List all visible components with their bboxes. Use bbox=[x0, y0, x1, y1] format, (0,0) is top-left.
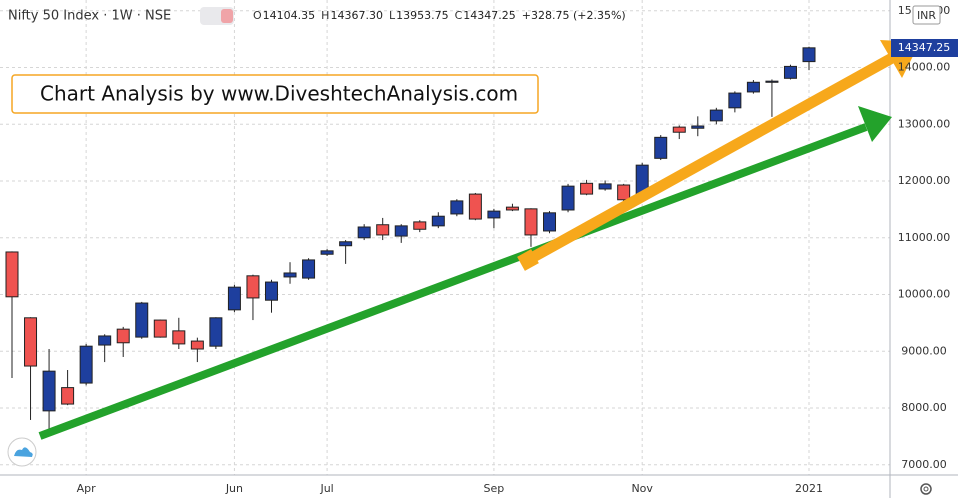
candle-body bbox=[505, 206, 519, 211]
symbol-title: Nifty 50 Index · 1W · NSE bbox=[8, 9, 171, 24]
candle-body bbox=[227, 286, 241, 311]
last-price-label: 14347.25 bbox=[898, 41, 951, 54]
candle-body bbox=[802, 47, 816, 63]
candle-body bbox=[24, 317, 38, 367]
logo-icon bbox=[14, 447, 33, 457]
ohlc-letter: C bbox=[455, 9, 463, 22]
candle-body bbox=[487, 210, 501, 219]
candle-body bbox=[172, 330, 186, 345]
ohlc-legend: O 14104.35 H 14367.30 L 13953.75 C 14347.25 +328… bbox=[253, 9, 626, 22]
candle-body bbox=[543, 212, 557, 232]
candle-body bbox=[691, 125, 705, 129]
ohlc-letter: L bbox=[389, 9, 396, 22]
settings-button[interactable] bbox=[920, 483, 932, 495]
candle-body bbox=[709, 109, 723, 122]
candle-body bbox=[98, 335, 112, 346]
y-tick-label: 9000.00 bbox=[901, 344, 947, 357]
candle-body bbox=[561, 185, 575, 211]
last-price-tag bbox=[891, 39, 958, 57]
candle-body bbox=[135, 302, 149, 338]
candle-body bbox=[783, 65, 797, 79]
candle-body bbox=[765, 80, 779, 83]
x-tick-label: Apr bbox=[77, 482, 97, 495]
candle-body bbox=[580, 182, 594, 195]
candle-body bbox=[116, 328, 130, 344]
candle-body bbox=[746, 81, 760, 93]
annotation-box bbox=[11, 74, 539, 114]
ohlc-value: 14104.35 bbox=[263, 9, 316, 22]
candle-body bbox=[413, 221, 427, 230]
candle-body bbox=[5, 251, 19, 298]
candle-body bbox=[246, 275, 260, 299]
candle-body bbox=[394, 225, 408, 237]
y-tick-label: 8000.00 bbox=[901, 401, 947, 414]
candle-body bbox=[320, 250, 334, 255]
y-tick-label: 13000.00 bbox=[898, 117, 951, 130]
candles bbox=[5, 46, 816, 432]
axes: 7000.00 8000.00 9000.00 10000.00 11000.00 120… bbox=[77, 4, 951, 495]
y-tick-label: 12000.00 bbox=[898, 174, 951, 187]
ohlc-letter: O bbox=[253, 9, 262, 22]
candle-body bbox=[79, 345, 93, 384]
candle-body bbox=[61, 387, 75, 405]
y-tick-label: 14000.00 bbox=[898, 61, 951, 74]
candle-body bbox=[468, 193, 482, 220]
candle-body bbox=[264, 281, 278, 301]
currency-button[interactable] bbox=[912, 5, 941, 25]
annotation-text: Chart Analysis by www.DiveshtechAnalysis… bbox=[40, 82, 518, 106]
candle-body bbox=[153, 319, 167, 338]
ohlc-value: 13953.75 bbox=[396, 9, 449, 22]
candle-body bbox=[728, 92, 742, 109]
x-tick-label: Sep bbox=[484, 482, 505, 495]
candle-body bbox=[598, 183, 612, 190]
candle-body bbox=[209, 317, 223, 347]
candle-body bbox=[376, 224, 390, 236]
candle-body bbox=[450, 200, 464, 215]
orange-trend-arrow bbox=[517, 40, 920, 271]
x-tick-label: 2021 bbox=[795, 482, 823, 495]
candle-body bbox=[672, 126, 686, 133]
x-tick-label: Jul bbox=[319, 482, 333, 495]
candle-body bbox=[283, 272, 297, 278]
x-tick-label: Jun bbox=[225, 482, 243, 495]
change-value: +328.75 (+2.35%) bbox=[522, 9, 626, 22]
candle-body bbox=[339, 241, 353, 247]
x-tick-label: Nov bbox=[631, 482, 653, 495]
ohlc-value: 14367.30 bbox=[330, 9, 383, 22]
y-tick-label: 7000.00 bbox=[901, 458, 947, 471]
candle-body bbox=[357, 226, 371, 239]
candle-body bbox=[190, 340, 204, 350]
y-tick-label: 10000.00 bbox=[898, 288, 951, 301]
currency-label: INR bbox=[917, 9, 936, 22]
candle-body bbox=[302, 259, 316, 279]
ohlc-value: 14347.25 bbox=[463, 9, 516, 22]
candle-body bbox=[617, 184, 631, 201]
ohlc-letter: H bbox=[321, 9, 329, 22]
candle-body bbox=[431, 215, 445, 227]
candle-body bbox=[524, 208, 538, 236]
y-tick-label: 11000.00 bbox=[898, 231, 951, 244]
candle-body bbox=[654, 136, 668, 159]
compare-icon bbox=[221, 9, 233, 23]
green-trend-arrow bbox=[38, 106, 892, 440]
candle-body bbox=[42, 370, 56, 412]
